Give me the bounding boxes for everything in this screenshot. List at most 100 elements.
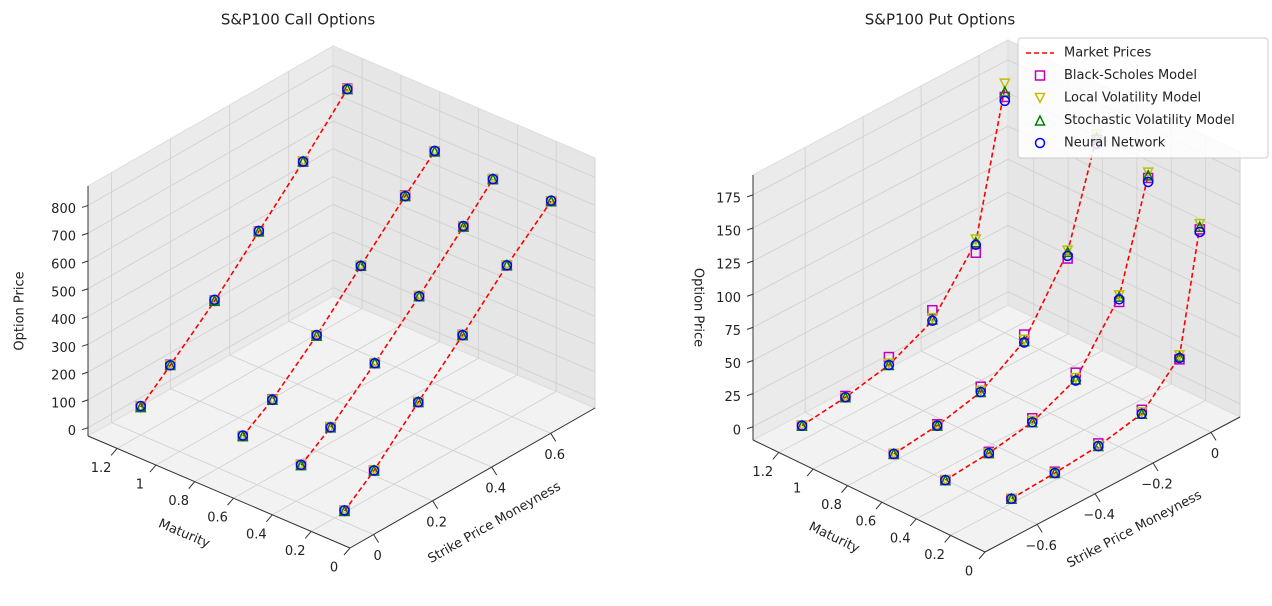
circle-marker	[295, 459, 307, 471]
circle-marker	[325, 422, 336, 433]
tick-mark	[432, 500, 439, 510]
tick-mark	[110, 448, 118, 456]
circle-marker	[413, 291, 425, 302]
circle-marker	[458, 220, 469, 232]
circle-marker	[1194, 226, 1205, 238]
grid-line	[332, 148, 596, 262]
x-tick-label: −0.6	[1025, 539, 1057, 554]
circle-marker	[339, 505, 350, 516]
circle-marker	[545, 195, 557, 206]
y-tick-label: 0.4	[246, 527, 267, 542]
grid-line	[752, 158, 1009, 295]
tick-mark	[1152, 462, 1159, 472]
axis-line	[984, 416, 1241, 553]
grid-line	[881, 366, 1138, 503]
square-marker	[1027, 412, 1038, 424]
grid-line	[332, 287, 596, 401]
circle-marker	[888, 448, 900, 460]
market-line	[801, 87, 1006, 427]
grid-line	[310, 391, 557, 532]
grid-line	[332, 92, 596, 206]
z-tick-label: 25	[724, 390, 741, 405]
z-tick-label: 200	[51, 369, 76, 384]
triangle-marker	[1142, 169, 1154, 181]
tick-mark	[978, 551, 986, 560]
axis-line	[349, 407, 596, 549]
grid-line	[1007, 192, 1241, 305]
circle-marker	[267, 394, 278, 406]
square-marker	[1142, 172, 1154, 184]
grid-line	[332, 231, 596, 345]
z-tick-label: 400	[51, 313, 76, 328]
square-marker	[970, 247, 982, 258]
grid-line	[229, 354, 492, 468]
legend-box	[1017, 37, 1269, 159]
legend-label: Local Volatility Model	[1064, 91, 1201, 106]
legend-marker	[1034, 70, 1046, 81]
circle-marker	[413, 396, 424, 408]
grid-line	[752, 192, 1009, 328]
circle-marker	[931, 420, 943, 431]
square-marker	[1136, 404, 1148, 416]
triangle-marker	[208, 294, 221, 307]
triangle-marker	[999, 78, 1011, 90]
grid-line	[978, 319, 1212, 433]
tick-mark	[1094, 493, 1101, 502]
circle-marker	[369, 357, 381, 369]
grid-line	[87, 92, 334, 234]
z-tick-label: 150	[716, 225, 741, 240]
triangle-marker	[1194, 220, 1206, 232]
circle-marker	[1113, 294, 1125, 305]
z-tick-label: 100	[51, 396, 76, 411]
grid-line	[170, 388, 433, 502]
z-tick-label: 600	[51, 258, 76, 273]
grid-line	[87, 120, 334, 262]
x-tick-label: 0.4	[485, 482, 506, 497]
chart-title: S&P100 Put Options	[865, 11, 1016, 29]
grid-line	[847, 350, 1103, 486]
circle-marker	[297, 156, 309, 167]
grid-line	[288, 320, 551, 434]
triangle-marker	[970, 235, 982, 248]
tick-mark	[81, 371, 89, 375]
x-axis-label: Strike Price Moneyness	[1065, 488, 1205, 572]
tick-mark	[746, 360, 754, 363]
circle-marker	[1174, 352, 1185, 364]
circle-marker	[399, 190, 411, 202]
circle-marker	[457, 329, 468, 341]
grid-line	[752, 125, 1009, 262]
tick-mark	[81, 399, 89, 403]
triangle-marker	[1194, 218, 1206, 231]
legend-marker	[1034, 114, 1046, 126]
grid-line	[752, 291, 1009, 428]
tick-mark	[81, 204, 89, 208]
circle-marker	[311, 329, 322, 341]
circle-marker	[501, 260, 513, 271]
axis-line	[752, 439, 986, 553]
legend-label: Market Prices	[1064, 46, 1152, 61]
tick-mark	[81, 343, 89, 347]
grid-line	[804, 412, 1038, 525]
legend-label: Stochastic Volatility Model	[1064, 113, 1235, 128]
y-axis-label: Maturity	[156, 516, 212, 551]
tick-mark	[1210, 432, 1217, 441]
market-line	[343, 200, 552, 512]
circle-marker	[164, 360, 176, 371]
y-tick-label: 0	[965, 565, 973, 580]
circle-marker	[940, 474, 951, 486]
tick-mark	[746, 260, 754, 264]
grid-line	[1007, 258, 1241, 371]
grid-line	[194, 341, 440, 482]
z-tick-label: 175	[716, 191, 741, 206]
x-tick-label: 0.6	[544, 448, 565, 463]
market-line	[242, 150, 436, 437]
triangle-marker	[1018, 334, 1030, 347]
circle-marker	[368, 465, 380, 476]
triangle-marker	[1113, 290, 1125, 302]
triangle-marker	[1070, 373, 1082, 385]
z-tick-label: 100	[716, 291, 741, 306]
grid-line	[332, 65, 596, 178]
grid-line	[812, 333, 1069, 470]
grid-line	[87, 176, 334, 317]
tick-mark	[188, 481, 196, 489]
